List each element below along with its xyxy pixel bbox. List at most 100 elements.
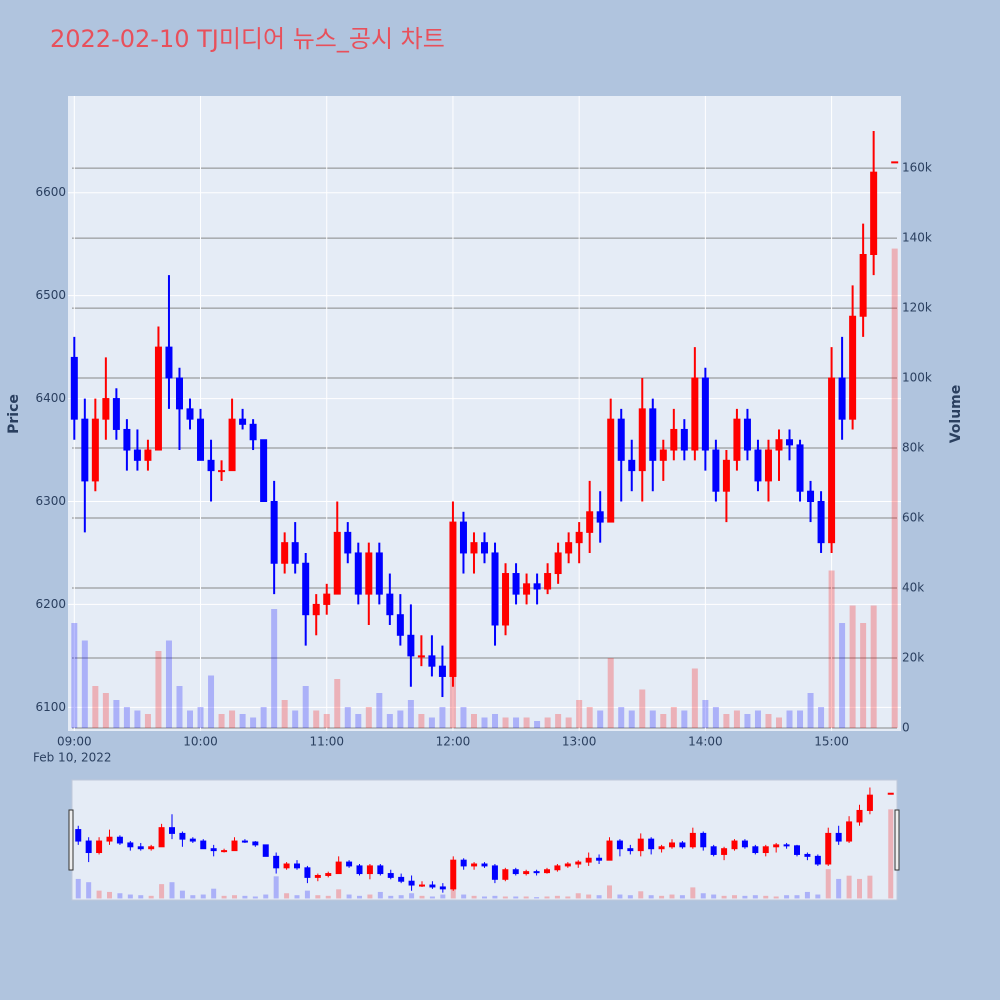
volume-bar (721, 895, 727, 899)
volume-bar (544, 896, 550, 899)
volume-bar (891, 248, 898, 728)
candle-body (449, 521, 457, 677)
volume-bar (648, 895, 654, 899)
volume-bar (794, 895, 800, 899)
candle-body (648, 838, 655, 850)
volume-bar (221, 895, 227, 899)
candle-body (460, 859, 467, 867)
candle-body (743, 418, 751, 451)
volume-bar (618, 706, 625, 728)
candle-body (786, 439, 794, 446)
candle-body (659, 449, 667, 461)
range-handle[interactable] (68, 809, 74, 871)
volume-bar (846, 875, 852, 899)
volume-bar (555, 713, 562, 728)
volume-bar (134, 710, 141, 728)
volume-bar (179, 890, 185, 899)
candle-body (154, 346, 162, 451)
volume-bar (409, 893, 415, 899)
volume-bar (679, 895, 685, 899)
candle-body (752, 846, 759, 854)
volume-bar (867, 875, 873, 899)
volume-bar (419, 895, 425, 899)
candle-body (481, 542, 488, 554)
range-handle[interactable] (894, 809, 900, 871)
volume-bar (888, 809, 894, 899)
candle-body (281, 542, 289, 564)
candle-body (398, 876, 405, 882)
candle-body (346, 861, 353, 867)
volume-bar (334, 678, 341, 728)
volume-bar (649, 710, 656, 728)
candle-body (764, 449, 772, 482)
x-tick-label: 13:00 (562, 735, 597, 749)
candle-body (680, 428, 688, 451)
candle-body (228, 418, 236, 472)
volume-bar (304, 890, 310, 899)
volume-bar (596, 895, 602, 899)
candle-body (75, 829, 82, 842)
candle-body (344, 531, 352, 554)
volume-bar (75, 878, 81, 899)
candle-body (628, 459, 636, 472)
volume-bar (732, 895, 737, 899)
volume-bar (471, 895, 477, 899)
candle-body (366, 865, 373, 875)
volume-bar (96, 890, 102, 899)
volume-bar (450, 888, 456, 899)
candle-body (144, 449, 152, 461)
candle-body (252, 841, 259, 846)
candle-body (112, 398, 120, 430)
volume-bar (607, 885, 612, 899)
volume-bar (169, 882, 175, 899)
volume-bar (376, 692, 383, 728)
volume-bar (784, 895, 790, 899)
candle-body (554, 865, 561, 871)
candle-body (333, 531, 341, 595)
volume-bar (377, 891, 383, 899)
candle-body (175, 377, 183, 410)
range-slider[interactable] (71, 779, 898, 901)
volume-bar (492, 895, 498, 899)
candle-body (239, 418, 247, 425)
volume-bar (386, 713, 393, 728)
y2-tick-label: 20k (902, 651, 924, 665)
candle-body (846, 821, 853, 842)
candle-body (96, 840, 103, 854)
volume-bar (691, 668, 698, 728)
candle-body (387, 873, 394, 878)
volume-bar (523, 896, 529, 899)
volume-bar (807, 692, 814, 728)
candle-body (733, 418, 741, 461)
candle-body (596, 511, 604, 523)
volume-bar (365, 706, 372, 728)
candle-body (533, 871, 540, 874)
candle-body (796, 444, 804, 492)
x-tick-label: 09:00 (57, 735, 92, 749)
x-tick-label: 12:00 (436, 735, 471, 749)
volume-bar (712, 706, 719, 728)
candle-body (158, 827, 165, 848)
volume-bar (218, 713, 225, 728)
volume-bar (229, 710, 236, 728)
candle-body (169, 827, 175, 834)
candle-body (471, 863, 478, 867)
volume-bar (398, 895, 404, 899)
candle-body (638, 408, 646, 472)
y-tick-label: 6500 (35, 288, 66, 302)
y2-tick-label: 140k (902, 231, 932, 245)
volume-bar (211, 888, 217, 899)
candle-body (354, 552, 362, 595)
volume-bar (565, 896, 571, 899)
candle-body (439, 886, 446, 890)
candle-body (849, 315, 857, 420)
volume-bar (92, 685, 99, 728)
y2-tick-label: 100k (902, 371, 932, 385)
volume-bar (744, 713, 751, 728)
candle-body (304, 867, 311, 878)
candle-body (891, 161, 899, 164)
volume-bar (284, 893, 290, 899)
candle-body (856, 809, 863, 823)
volume-bar (190, 895, 196, 899)
candle-body (670, 428, 678, 451)
